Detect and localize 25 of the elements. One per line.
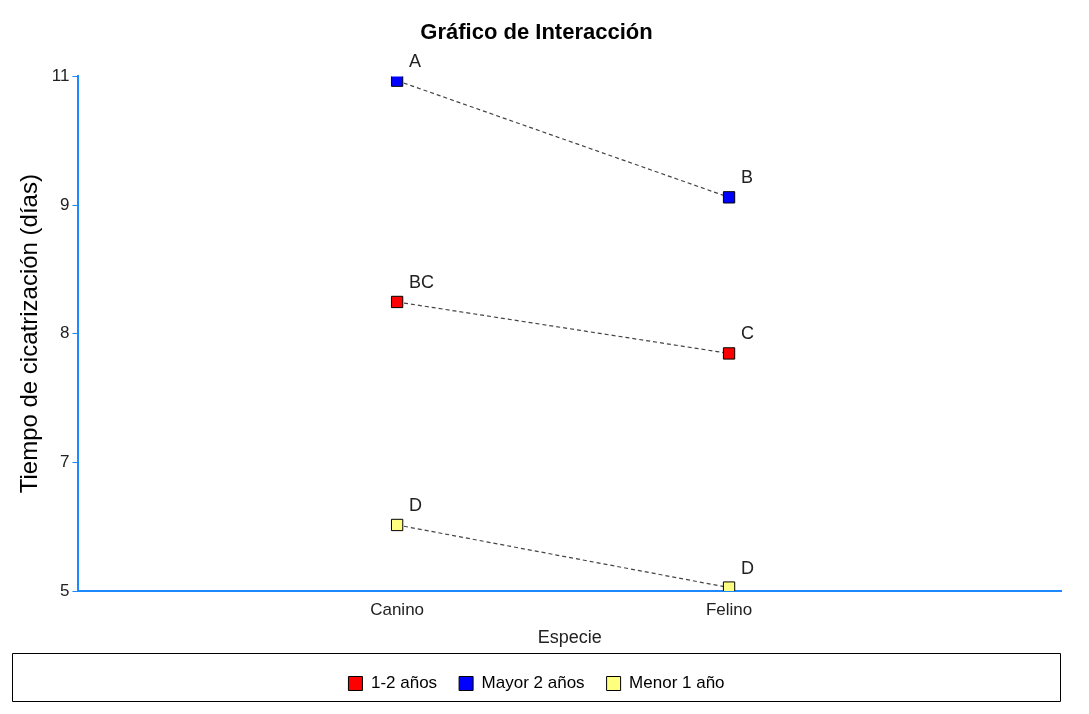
y-tick-label: 5 — [59, 580, 70, 600]
point — [722, 191, 736, 204]
chart-title: Gráfico de Interacción — [420, 19, 653, 45]
x-axis-title: Especie — [537, 627, 602, 648]
legend-label: Mayor 2 años — [481, 673, 585, 693]
y-tick-label: 8 — [59, 323, 70, 343]
annotation: D — [409, 494, 423, 515]
annotation: B — [741, 167, 754, 188]
point — [722, 581, 736, 591]
y-tick-label: 9 — [59, 194, 70, 214]
y-tick-label: 11 — [51, 66, 70, 86]
y-tick-label: 7 — [59, 452, 70, 472]
annotation: C — [741, 323, 755, 344]
point — [390, 518, 404, 532]
x-tick-label: Felino — [705, 599, 753, 619]
point — [390, 295, 404, 309]
legend-label: 1-2 años — [370, 673, 438, 693]
legend-label: Menor 1 año — [629, 673, 725, 693]
annotation: D — [741, 557, 755, 578]
x-tick-label: Canino — [370, 599, 425, 619]
point — [722, 347, 736, 360]
annotation: A — [409, 50, 422, 71]
point — [390, 76, 404, 87]
y-axis-title: Tiempo de cicatrización (días) — [15, 174, 43, 494]
annotation: BC — [409, 271, 435, 292]
